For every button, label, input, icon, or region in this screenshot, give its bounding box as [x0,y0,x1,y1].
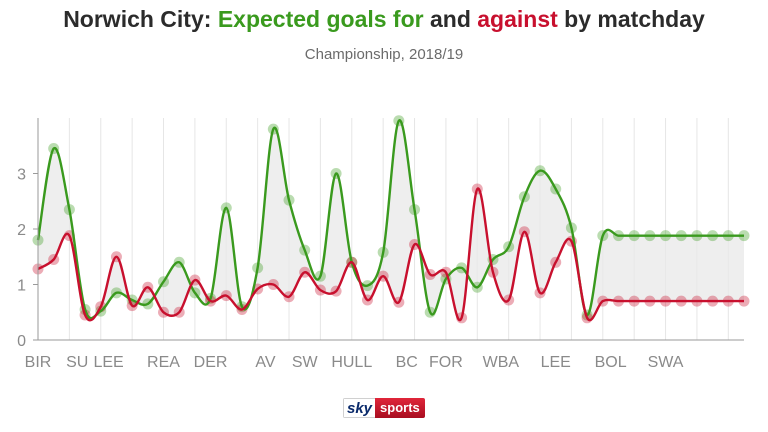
x-tick-label: BIR [25,354,52,371]
logo-sports-text: sports [375,398,425,418]
x-tick-label: DER [194,354,228,371]
x-tick-label: LEE [93,354,123,371]
title-middle: and [423,6,478,32]
x-tick-label: BOL [595,354,627,371]
title-against-text: against [477,6,558,32]
y-tick-label: 2 [17,222,26,239]
title-prefix: Norwich City: [63,6,218,32]
sky-sports-logo: sky sports [343,398,425,418]
y-tick-label: 1 [17,278,26,295]
y-tick-label: 3 [17,167,26,184]
xg-for-line [36,119,744,320]
title-suffix: by matchday [557,6,705,32]
title-for-text: Expected goals for [217,6,424,32]
y-tick-label: 0 [17,333,26,350]
difference-fill [38,120,744,321]
x-tick-label: HULL [331,354,372,371]
logo-sky-text: sky [343,398,376,418]
x-tick-label: SW [292,354,319,371]
xg-against-line [37,187,744,322]
x-tick-label: SWA [648,354,684,371]
chart-title: Norwich City: Expected goals for and aga… [0,6,768,33]
area-between-series [38,120,744,321]
series-lines [36,119,744,322]
x-tick-label: AV [255,354,275,371]
x-tick-label: SU [66,354,88,371]
gridlines [37,118,729,340]
axes: 0 1 2 3 BIR SU LEE REA DER AV SW HULL BC FOR WBA LEE BOL… [17,118,744,371]
x-tick-label: LEE [541,354,571,371]
x-tick-label: BC [396,354,418,371]
x-tick-label: REA [147,354,180,371]
x-tick-label: FOR [429,354,463,371]
chart-subtitle: Championship, 2018/19 [304,46,464,63]
x-tick-label: WBA [483,354,520,371]
